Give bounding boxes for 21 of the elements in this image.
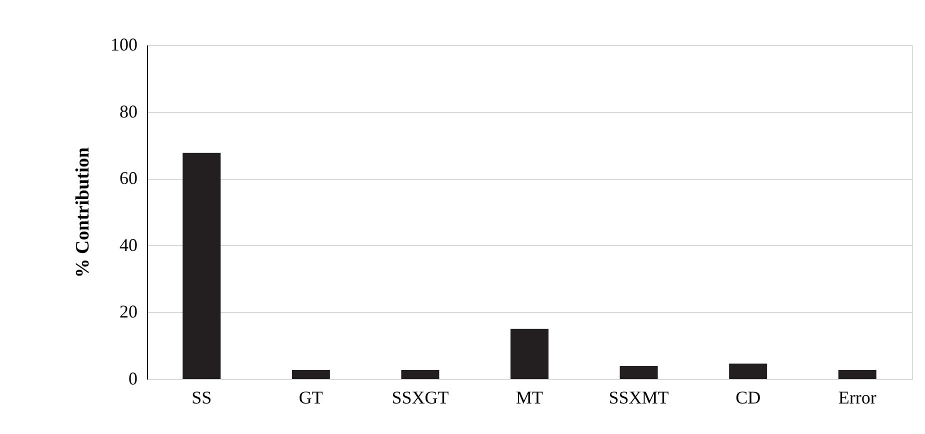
bar [510, 328, 548, 379]
x-tick-label: SSXGT [392, 388, 449, 408]
y-tick-label: 20 [120, 302, 138, 322]
x-tick-label: Error [838, 388, 876, 408]
y-tick-label: 80 [120, 101, 138, 122]
x-tick-label: SSXMT [608, 388, 669, 408]
bar [838, 370, 876, 379]
x-tick-label: MT [516, 388, 544, 408]
x-tick-label: GT [298, 388, 323, 408]
bar [620, 366, 658, 379]
bar [401, 370, 440, 379]
y-tick-label: 100 [110, 34, 138, 54]
bar [182, 152, 221, 379]
y-axis-title: % Contribution [72, 146, 94, 278]
x-tick-label: CD [736, 388, 761, 408]
bar [292, 370, 330, 379]
y-tick-label: 60 [120, 168, 138, 188]
y-tick-label: 0 [128, 368, 138, 388]
x-tick-label: SS [192, 388, 212, 408]
y-tick-label: 40 [120, 234, 138, 255]
bar [729, 364, 768, 379]
